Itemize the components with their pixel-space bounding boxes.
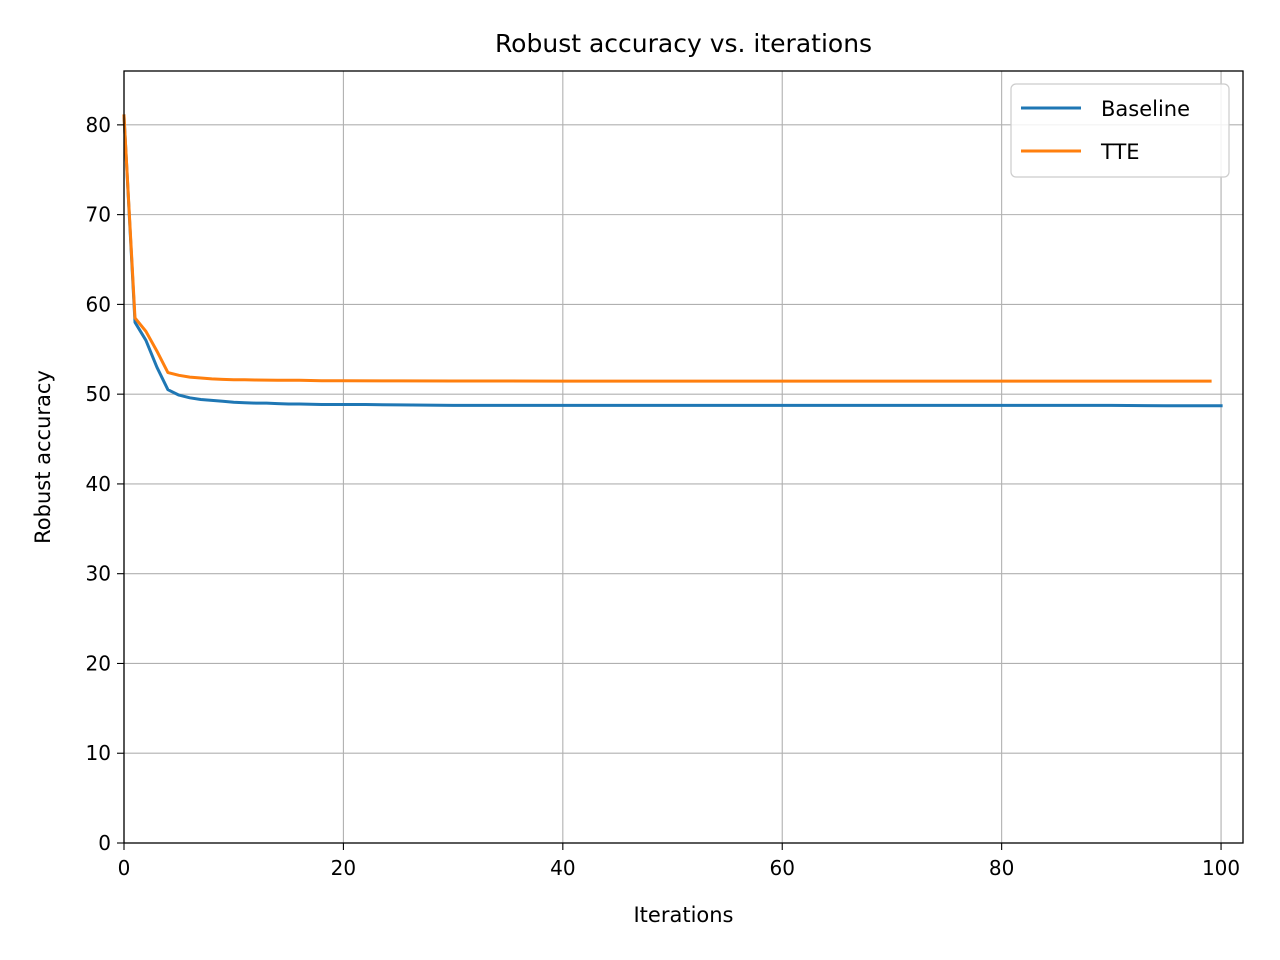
series-line-tte (122, 114, 1212, 383)
x-tick-label: 0 (118, 856, 131, 880)
y-tick-label: 70 (86, 203, 111, 227)
legend-label: Baseline (1101, 97, 1190, 121)
series-layer (122, 114, 1223, 408)
x-tick-label: 80 (989, 856, 1014, 880)
series-line-baseline (122, 114, 1223, 408)
y-tick-label: 0 (98, 831, 111, 855)
axis-ticks: 0 20 40 60 80 100 0 10 20 30 40 50 60 70 80 (86, 113, 1241, 880)
y-tick-label: 30 (86, 562, 111, 586)
plot-frame (123, 70, 1244, 844)
y-axis-title: Robust accuracy (31, 370, 55, 544)
x-tick-label: 20 (331, 856, 356, 880)
y-tick-label: 40 (86, 472, 111, 496)
legend: Baseline TTE (1010, 83, 1230, 178)
y-tick-label: 50 (86, 382, 111, 406)
x-tick-label: 100 (1202, 856, 1240, 880)
x-axis-title: Iterations (633, 903, 733, 927)
legend-label: TTE (1100, 140, 1140, 164)
y-tick-label: 80 (86, 113, 111, 137)
x-tick-label: 60 (770, 856, 795, 880)
y-tick-label: 60 (86, 292, 111, 316)
grid-lines (123, 71, 1243, 844)
y-tick-label: 20 (86, 651, 111, 675)
x-tick-label: 40 (550, 856, 575, 880)
y-tick-label: 10 (86, 741, 111, 765)
chart-title: Robust accuracy vs. iterations (495, 29, 872, 58)
